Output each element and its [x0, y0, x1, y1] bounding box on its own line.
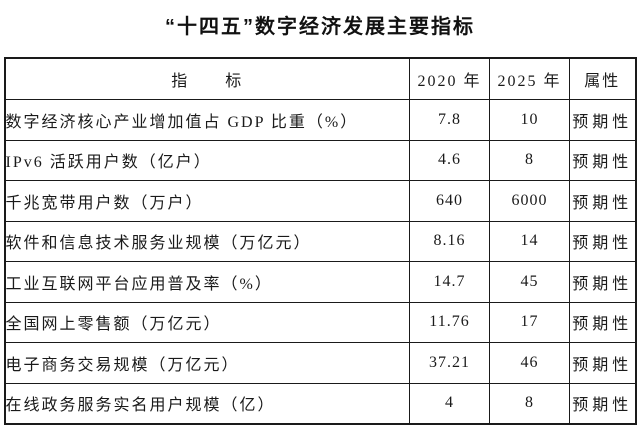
attr-cell: 预期性 [569, 99, 636, 141]
value-2020-cell: 640 [409, 180, 490, 222]
attr-cell: 预期性 [569, 180, 636, 222]
table-row: 在线政务服务实名用户规模（亿） 4 8 预期性 [4, 382, 636, 425]
attr-cell: 预期性 [569, 301, 636, 343]
indicator-cell: 工业互联网平台应用普及率（%） [4, 261, 410, 303]
value-2025-cell: 17 [489, 301, 570, 343]
value-2025-cell: 14 [489, 220, 570, 262]
indicators-table: 指 标 2020 年 2025 年 属性 数字经济核心产业增加值占 GDP 比重… [3, 57, 637, 425]
indicator-cell: 在线政务服务实名用户规模（亿） [4, 382, 410, 425]
value-2020-cell: 37.21 [409, 342, 490, 384]
value-2025-cell: 6000 [489, 180, 570, 222]
table-row: 全国网上零售额（万亿元） 11.76 17 预期性 [4, 301, 636, 343]
table-header-row: 指 标 2020 年 2025 年 属性 [4, 57, 636, 100]
attr-cell: 预期性 [569, 139, 636, 181]
table-row: 千兆宽带用户数（万户） 640 6000 预期性 [4, 180, 636, 222]
indicator-cell: IPv6 活跃用户数（亿户） [4, 139, 410, 181]
table-row: IPv6 活跃用户数（亿户） 4.6 8 预期性 [4, 139, 636, 181]
indicator-cell: 软件和信息技术服务业规模（万亿元） [4, 220, 410, 262]
attr-cell: 预期性 [569, 342, 636, 384]
value-2020-cell: 14.7 [409, 261, 490, 303]
value-2020-cell: 4 [409, 382, 490, 425]
page-title: “十四五”数字经济发展主要指标 [165, 16, 475, 38]
indicator-cell: 全国网上零售额（万亿元） [4, 301, 410, 343]
value-2025-cell: 46 [489, 342, 570, 384]
value-2020-cell: 7.8 [409, 99, 490, 141]
attr-cell: 预期性 [569, 220, 636, 262]
value-2025-cell: 8 [489, 139, 570, 181]
attr-cell: 预期性 [569, 382, 636, 425]
header-indicator: 指 标 [4, 57, 410, 100]
table-row: 数字经济核心产业增加值占 GDP 比重（%） 7.8 10 预期性 [4, 99, 636, 141]
indicator-cell: 数字经济核心产业增加值占 GDP 比重（%） [4, 99, 410, 141]
attr-cell: 预期性 [569, 261, 636, 303]
value-2020-cell: 11.76 [409, 301, 490, 343]
table-row: 电子商务交易规模（万亿元） 37.21 46 预期性 [4, 342, 636, 384]
value-2025-cell: 8 [489, 382, 570, 425]
value-2025-cell: 45 [489, 261, 570, 303]
value-2025-cell: 10 [489, 99, 570, 141]
document-page: “十四五”数字经济发展主要指标 指 标 2020 年 2025 年 属性 数字经… [0, 13, 640, 446]
indicator-cell: 千兆宽带用户数（万户） [4, 180, 410, 222]
value-2020-cell: 8.16 [409, 220, 490, 262]
table-row: 软件和信息技术服务业规模（万亿元） 8.16 14 预期性 [4, 220, 636, 262]
table-row: 工业互联网平台应用普及率（%） 14.7 45 预期性 [4, 261, 636, 303]
header-attr: 属性 [569, 57, 636, 100]
value-2020-cell: 4.6 [409, 139, 490, 181]
header-2020: 2020 年 [409, 57, 490, 100]
indicator-cell: 电子商务交易规模（万亿元） [4, 342, 410, 384]
header-2025: 2025 年 [489, 57, 570, 100]
